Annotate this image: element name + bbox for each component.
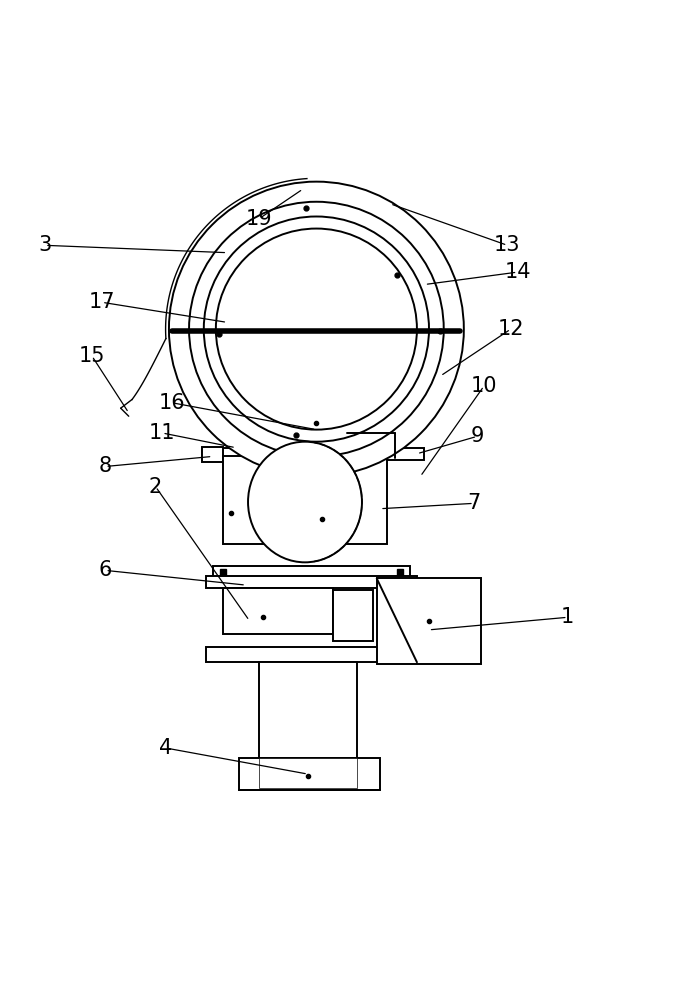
Text: 13: 13: [494, 235, 521, 255]
Bar: [203, 448, 423, 460]
Bar: [223, 588, 333, 634]
Text: 12: 12: [497, 319, 524, 339]
Text: 6: 6: [98, 560, 112, 580]
Bar: [377, 578, 481, 664]
Bar: [347, 413, 395, 433]
Bar: [259, 758, 357, 788]
Text: 14: 14: [504, 262, 531, 282]
Bar: [203, 447, 223, 462]
Text: 10: 10: [470, 376, 497, 396]
Text: 4: 4: [159, 738, 172, 758]
Text: 16: 16: [159, 393, 186, 413]
Text: 7: 7: [467, 493, 481, 513]
Text: 1: 1: [561, 607, 574, 627]
Text: 17: 17: [89, 292, 115, 312]
Ellipse shape: [216, 229, 417, 430]
Text: 3: 3: [38, 235, 52, 255]
Ellipse shape: [169, 182, 464, 477]
Bar: [333, 590, 374, 641]
Text: 2: 2: [149, 477, 162, 497]
Bar: [286, 426, 347, 450]
Ellipse shape: [189, 202, 444, 456]
Text: 15: 15: [79, 346, 105, 366]
Bar: [223, 456, 387, 544]
Ellipse shape: [204, 216, 429, 442]
Bar: [206, 576, 417, 588]
Bar: [259, 662, 357, 758]
Text: 19: 19: [246, 209, 273, 229]
Text: 11: 11: [149, 423, 176, 443]
Text: 9: 9: [470, 426, 484, 446]
Ellipse shape: [248, 442, 362, 562]
Bar: [240, 758, 380, 790]
Bar: [206, 647, 417, 662]
Text: 8: 8: [99, 456, 112, 476]
Bar: [213, 566, 411, 577]
